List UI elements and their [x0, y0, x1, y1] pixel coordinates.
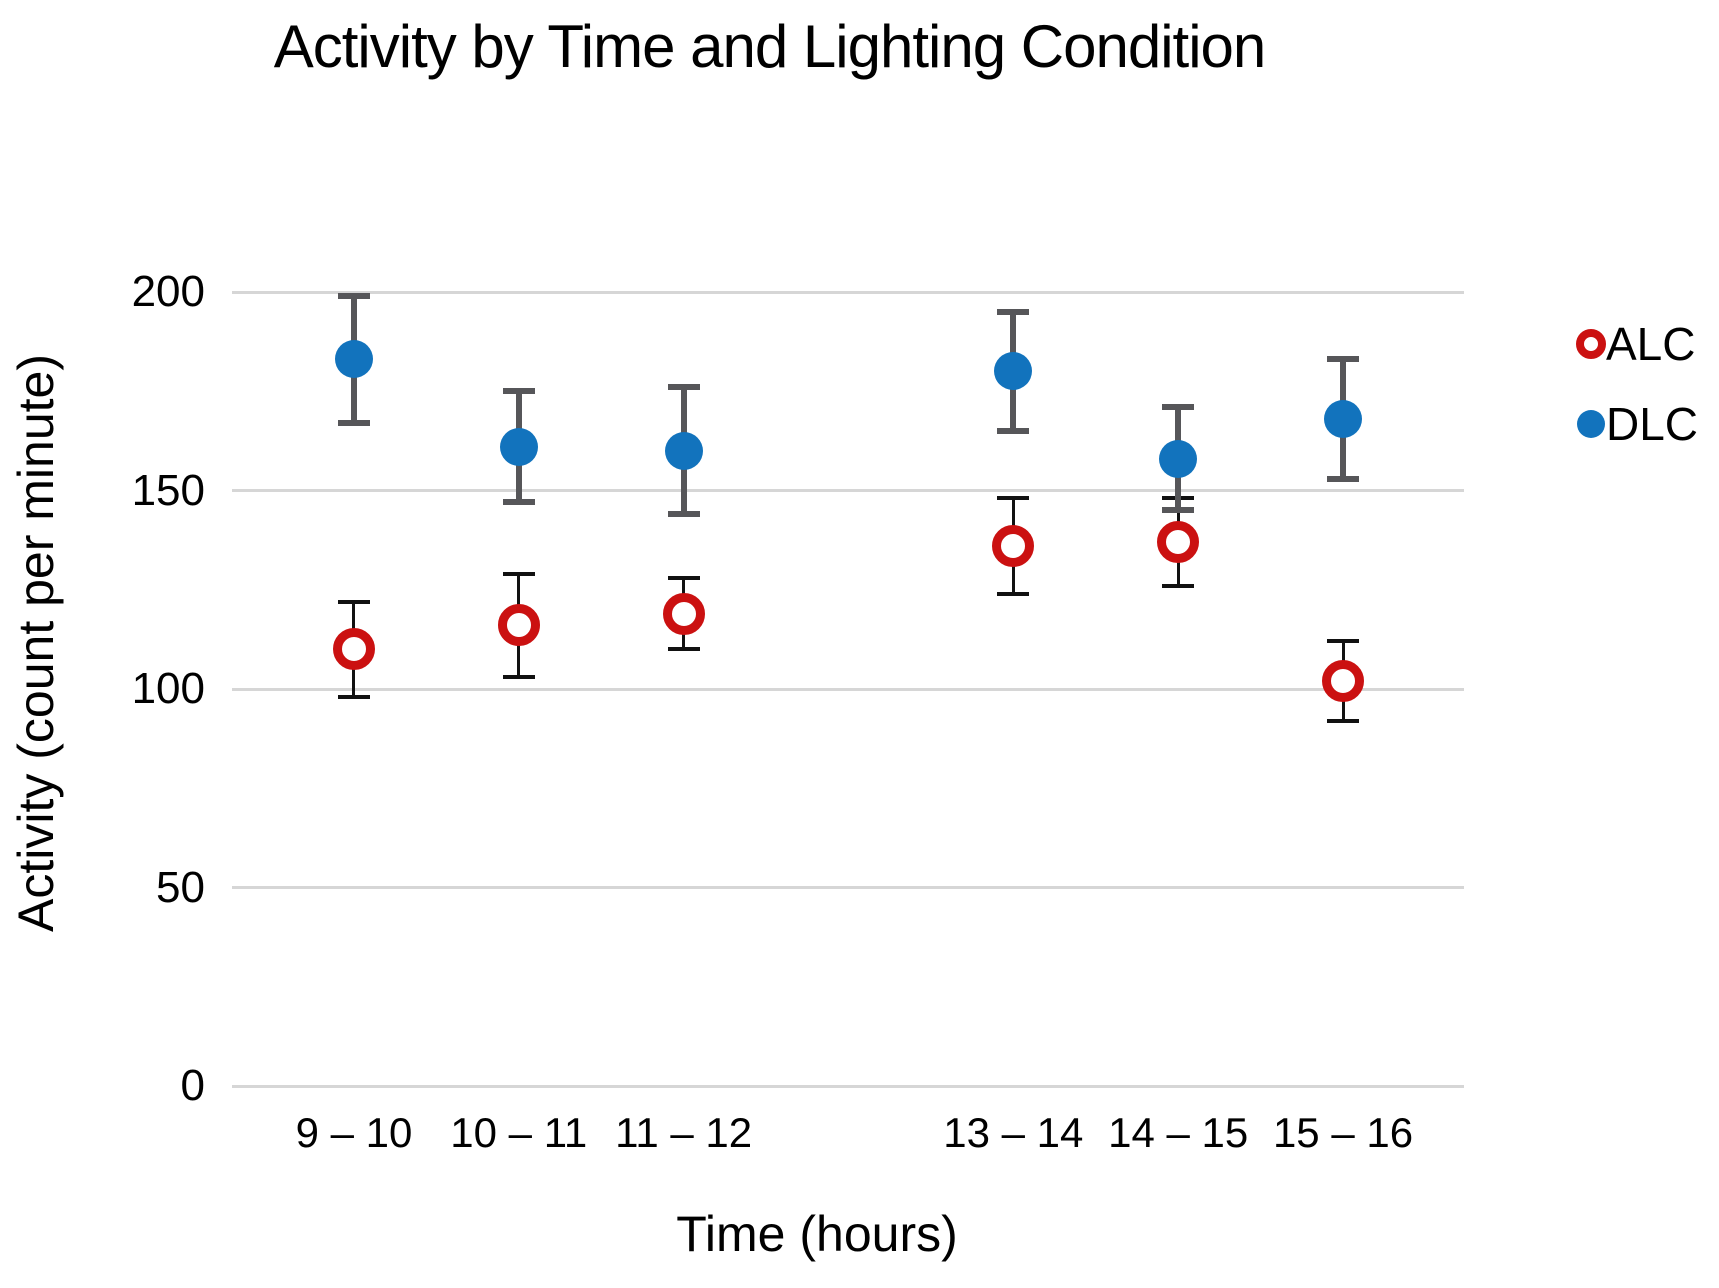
chart-title: Activity by Time and Lighting Condition — [273, 13, 1267, 80]
error-cap-bottom-DLC-3 — [997, 427, 1030, 434]
error-cap-bottom-DLC-2 — [667, 511, 700, 518]
error-cap-top-ALC-2 — [667, 575, 700, 580]
error-cap-bottom-ALC-1 — [502, 675, 535, 680]
error-cap-top-DLC-1 — [502, 388, 535, 395]
error-cap-bottom-ALC-3 — [997, 591, 1030, 596]
gridline-y-200 — [232, 290, 1464, 294]
legend-open-circle-icon — [1576, 329, 1606, 359]
legend-entry-DLC: DLC — [1576, 398, 1698, 450]
point-DLC-4 — [1159, 439, 1198, 478]
point-DLC-1 — [499, 427, 538, 466]
error-cap-bottom-DLC-4 — [1162, 507, 1195, 514]
y-tick-label-100: 100 — [131, 664, 205, 713]
error-cap-bottom-DLC-1 — [502, 499, 535, 506]
error-cap-top-ALC-0 — [337, 599, 370, 604]
error-cap-top-ALC-3 — [997, 496, 1030, 501]
x-tick-label-3: 13 – 14 — [943, 1109, 1084, 1156]
error-cap-bottom-DLC-5 — [1327, 475, 1360, 482]
y-tick-label-200: 200 — [131, 267, 205, 316]
error-cap-bottom-DLC-0 — [337, 420, 370, 426]
legend-entry-ALC: ALC — [1576, 318, 1698, 370]
point-ALC-0 — [332, 628, 375, 671]
error-cap-top-DLC-5 — [1327, 356, 1360, 363]
point-DLC-5 — [1324, 400, 1363, 439]
error-cap-bottom-ALC-5 — [1327, 718, 1360, 723]
legend-filled-circle-icon — [1577, 410, 1605, 438]
error-cap-top-ALC-5 — [1327, 639, 1360, 644]
x-tick-label-2: 11 – 12 — [615, 1109, 753, 1156]
point-ALC-2 — [662, 592, 705, 635]
point-ALC-4 — [1157, 521, 1200, 564]
x-tick-label-5: 15 – 16 — [1272, 1109, 1414, 1156]
legend: ALC DLC — [1576, 318, 1698, 478]
y-axis-title: Activity (count per minute) — [8, 354, 64, 932]
gridline-y-0 — [232, 1084, 1464, 1088]
x-tick-label-4: 14 – 15 — [1108, 1109, 1249, 1156]
error-cap-top-DLC-2 — [667, 384, 700, 391]
x-tick-label-1: 10 – 11 — [450, 1109, 588, 1156]
error-cap-top-DLC-4 — [1162, 404, 1195, 411]
gridline-y-100 — [232, 687, 1464, 691]
point-DLC-3 — [994, 352, 1033, 391]
error-cap-bottom-ALC-0 — [337, 694, 370, 699]
gridline-y-150 — [232, 489, 1464, 492]
error-cap-bottom-ALC-2 — [667, 647, 700, 652]
error-cap-bottom-ALC-4 — [1162, 583, 1195, 588]
point-ALC-5 — [1322, 660, 1365, 703]
error-cap-top-ALC-1 — [502, 571, 535, 576]
legend-label-DLC: DLC — [1606, 398, 1699, 450]
point-DLC-0 — [334, 340, 373, 379]
y-tick-label-0: 0 — [180, 1061, 205, 1110]
x-tick-label-0: 9 – 10 — [295, 1109, 413, 1156]
error-cap-top-DLC-0 — [337, 292, 370, 299]
point-DLC-2 — [664, 431, 703, 470]
gridline-y-50 — [232, 886, 1464, 889]
point-ALC-1 — [497, 604, 540, 647]
y-tick-label-50: 50 — [156, 862, 205, 912]
y-tick-label-150: 150 — [131, 465, 205, 515]
point-ALC-3 — [992, 525, 1035, 568]
legend-label-ALC: ALC — [1606, 318, 1696, 370]
error-cap-top-DLC-3 — [997, 308, 1030, 315]
x-axis-title: Time (hours) — [676, 1206, 958, 1262]
